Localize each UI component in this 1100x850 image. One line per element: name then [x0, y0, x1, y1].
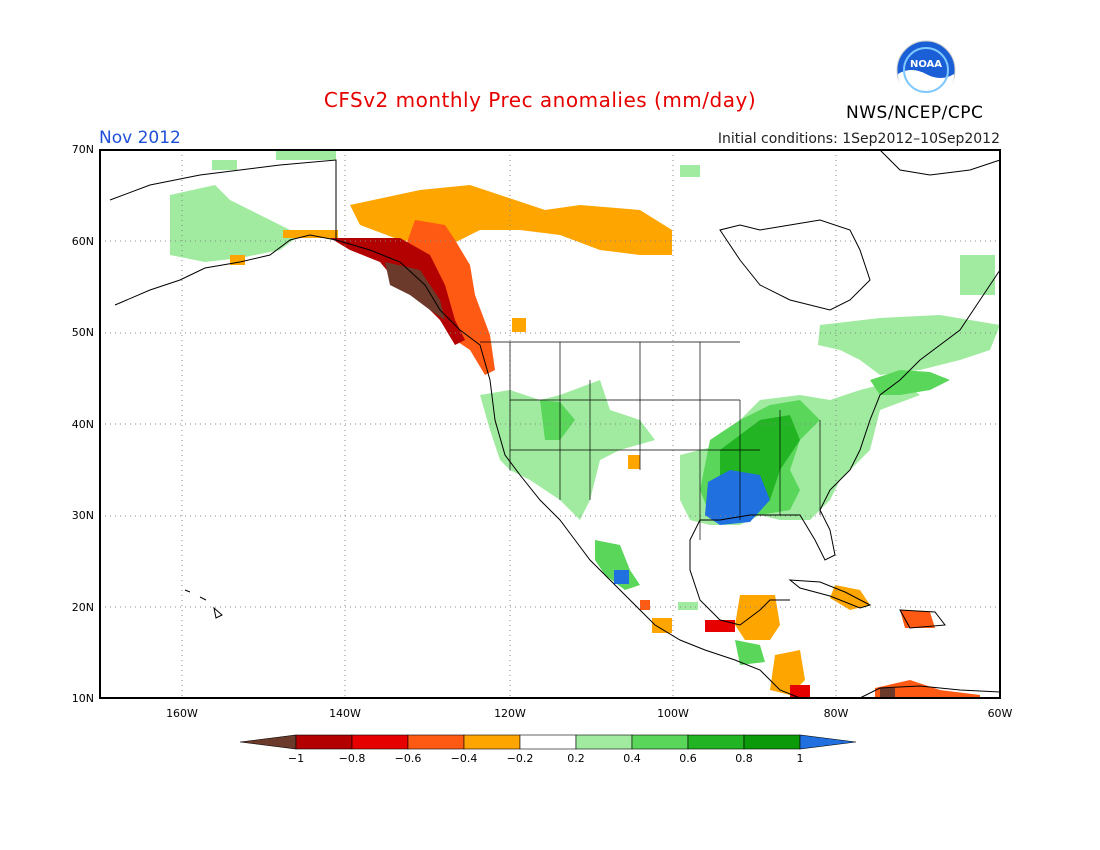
colorbar-swatch [575, 734, 633, 750]
colorbar [239, 734, 857, 750]
lon-label-140w: 140W [329, 707, 361, 720]
colorbar-label: −0.4 [450, 752, 478, 765]
lat-label-70n: 70N [71, 143, 94, 156]
colorbar-swatch [743, 734, 801, 750]
svg-text:NOAA: NOAA [910, 59, 942, 70]
colorbar-swatch [519, 734, 577, 750]
lat-label-40n: 40N [71, 418, 94, 431]
lat-label-50n: 50N [71, 326, 94, 339]
colorbar-swatch [687, 734, 745, 750]
colorbar-label: 0.2 [567, 752, 585, 765]
graticule [100, 150, 1000, 698]
colorbar-label: −1 [287, 752, 305, 765]
lat-label-60n: 60N [71, 235, 94, 248]
coastlines [109, 149, 1001, 699]
lon-label-80w: 80W [823, 707, 849, 720]
colorbar-label: −0.8 [338, 752, 366, 765]
colorbar-label: 0.6 [679, 752, 697, 765]
us-state-borders [480, 341, 821, 540]
lon-label-60w: 60W [987, 707, 1013, 720]
agency-label: NWS/NCEP/CPC [846, 103, 984, 123]
forecast-month: Nov 2012 [99, 128, 181, 148]
chart-title: CFSv2 monthly Prec anomalies (mm/day) [323, 88, 757, 112]
colorbar-swatch [407, 734, 465, 750]
colorbar-label: −0.6 [394, 752, 422, 765]
colorbar-swatch [295, 734, 353, 750]
lon-label-160w: 160W [166, 707, 198, 720]
colorbar-label: 0.8 [735, 752, 753, 765]
lat-label-30n: 30N [71, 509, 94, 522]
initial-conditions: Initial conditions: 1Sep2012–10Sep2012 [717, 131, 1000, 147]
map-frame [99, 149, 1001, 699]
lat-label-20n: 20N [71, 601, 94, 614]
lon-label-100w: 100W [657, 707, 689, 720]
colorbar-swatch [239, 734, 297, 750]
colorbar-swatch [351, 734, 409, 750]
noaa-logo: NOAA [896, 40, 956, 100]
colorbar-swatch [463, 734, 521, 750]
lon-label-120w: 120W [494, 707, 526, 720]
colorbar-swatch [799, 734, 857, 750]
colorbar-label: −0.2 [506, 752, 534, 765]
colorbar-label: 1 [796, 752, 804, 765]
anomaly-shading [170, 150, 1000, 698]
lat-label-10n: 10N [71, 692, 94, 705]
colorbar-label: 0.4 [623, 752, 641, 765]
colorbar-swatch [631, 734, 689, 750]
